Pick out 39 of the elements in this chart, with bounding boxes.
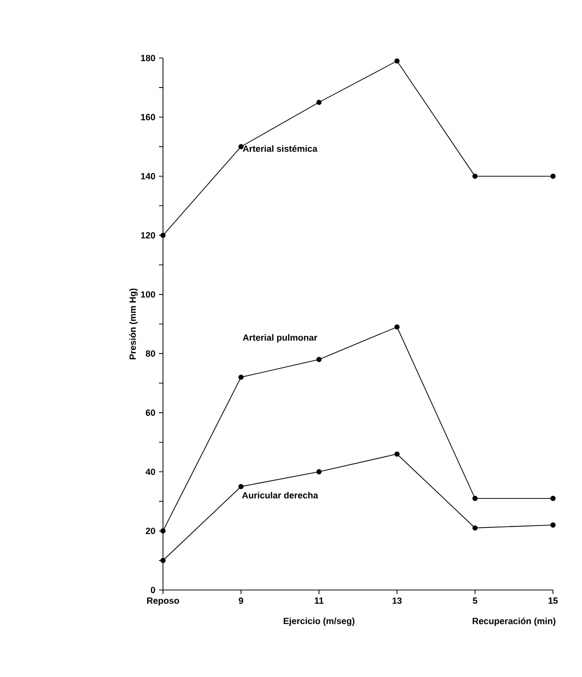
point: [316, 356, 322, 362]
point: [238, 374, 244, 380]
x-tick-label: 9: [238, 598, 244, 604]
x-axis-title: Ejercicio (m/seg): [284, 618, 354, 626]
series-label: Arterial pulmonar: [242, 334, 318, 343]
point: [160, 232, 166, 238]
series-label: Arterial sistémica: [242, 145, 318, 152]
point: [316, 469, 322, 474]
x-tick-label: 11: [314, 598, 324, 604]
x-tick-label: 13: [392, 598, 402, 604]
y-tick-label: 0: [150, 586, 156, 594]
point: [394, 58, 400, 64]
point: [394, 451, 400, 457]
y-tick-label: 100: [141, 291, 156, 298]
y-tick-label: 180: [141, 54, 156, 62]
point: [316, 100, 322, 105]
point: [472, 174, 478, 179]
y-tick-label: 60: [146, 409, 156, 416]
series-label: Auricular derecha: [242, 492, 318, 498]
y-tick-label: 140: [141, 173, 156, 180]
y-tick-label: 40: [146, 468, 156, 475]
y-tick-label: 20: [146, 528, 156, 534]
text: Recuperación (min): [472, 618, 556, 626]
y-tick-label: 160: [141, 114, 156, 120]
point: [550, 496, 556, 501]
y-tick-label: 120: [141, 232, 156, 239]
point: [394, 324, 400, 330]
x-tick-label: 15: [548, 598, 558, 604]
point: [160, 528, 166, 534]
point: [550, 522, 556, 528]
point: [472, 525, 478, 531]
x-tick-label: Reposo: [147, 598, 180, 606]
point: [238, 484, 244, 490]
point: [472, 496, 478, 501]
x-tick-label: 5: [472, 598, 478, 604]
point: [550, 174, 556, 179]
y-tick-label: 80: [146, 350, 156, 357]
y-axis-title: Presión (mm Hg): [129, 288, 138, 360]
point: [160, 558, 166, 564]
